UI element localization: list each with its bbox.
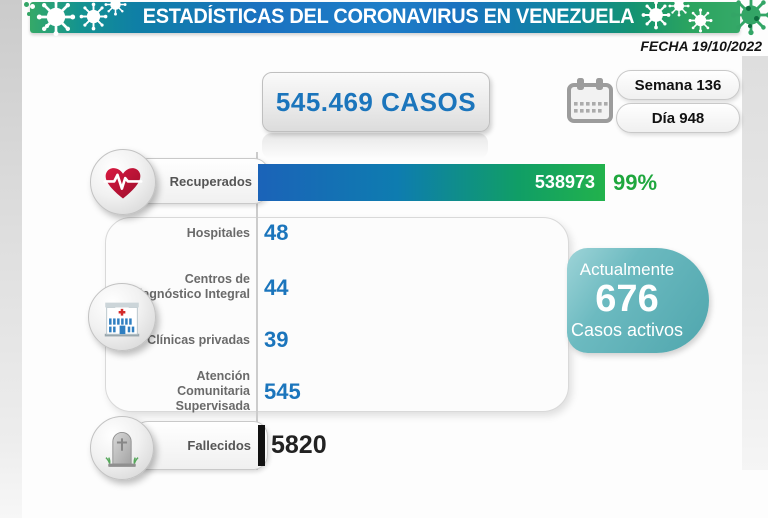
tombstone-icon	[105, 431, 139, 467]
week-badge: Semana 136	[616, 70, 740, 100]
photo-edge-right	[742, 56, 768, 470]
virus-dot	[45, 24, 49, 28]
virus-icon	[668, 0, 690, 17]
virus-dot	[754, 16, 759, 21]
facility-label: Hospitales	[186, 226, 250, 240]
facility-label: Atención Comunitaria Supervisada	[175, 369, 250, 413]
day-label: Día 948	[651, 109, 705, 127]
facility-value: 545	[264, 379, 301, 404]
total-cases-box: 545.469 CASOS	[262, 72, 490, 132]
virus-icon	[36, 0, 76, 37]
virus-dot	[24, 2, 29, 7]
recovered-bar: 538973	[258, 164, 605, 201]
facility-label: Clínicas privadas	[147, 333, 250, 347]
virus-dot	[30, 4, 35, 9]
total-cases-value: 545.469 CASOS	[275, 86, 477, 117]
facility-value: 44	[264, 275, 289, 300]
axis-line	[256, 152, 258, 470]
active-cases-panel: Actualmente 676 Casos activos	[567, 248, 709, 353]
deceased-badge	[90, 416, 154, 480]
virus-icon	[104, 0, 127, 16]
active-cases-subtitle: Casos activos	[570, 319, 684, 340]
total-cases-reflection	[262, 133, 488, 159]
day-badge: Día 948	[616, 103, 740, 133]
virus-dot	[746, 6, 751, 11]
facility-value: 39	[264, 327, 289, 352]
active-cases-title: Actualmente	[579, 259, 675, 279]
header-bar	[30, 2, 740, 33]
recovered-value: 538973	[534, 172, 595, 192]
recovered-label: Recuperados	[169, 173, 252, 189]
deceased-value: 5820	[271, 431, 327, 459]
heart-pulse-icon	[103, 168, 143, 199]
deceased-bar	[258, 425, 265, 466]
virus-dot	[748, 24, 752, 28]
facilities-badge	[88, 283, 156, 351]
virus-icon	[688, 8, 713, 33]
report-date: FECHA 19/10/2022	[640, 38, 762, 54]
recovered-badge	[90, 149, 156, 215]
calendar-icon	[567, 78, 613, 123]
active-cases-value: 676	[595, 277, 659, 320]
deceased-label: Fallecidos	[187, 438, 251, 453]
virus-icon	[641, 0, 671, 30]
week-label: Semana 136	[634, 76, 722, 94]
deceased-label-pill: Fallecidos	[133, 421, 268, 470]
recovered-percent: 99%	[613, 170, 658, 195]
facilities-panel	[105, 217, 569, 412]
page-title: ESTADÍSTICAS DEL CORONAVIRUS EN VENEZUEL…	[142, 5, 635, 28]
facility-value: 48	[264, 220, 289, 245]
virus-dot	[27, 12, 31, 16]
photo-edge-left	[0, 0, 22, 518]
hospital-icon	[104, 302, 140, 337]
